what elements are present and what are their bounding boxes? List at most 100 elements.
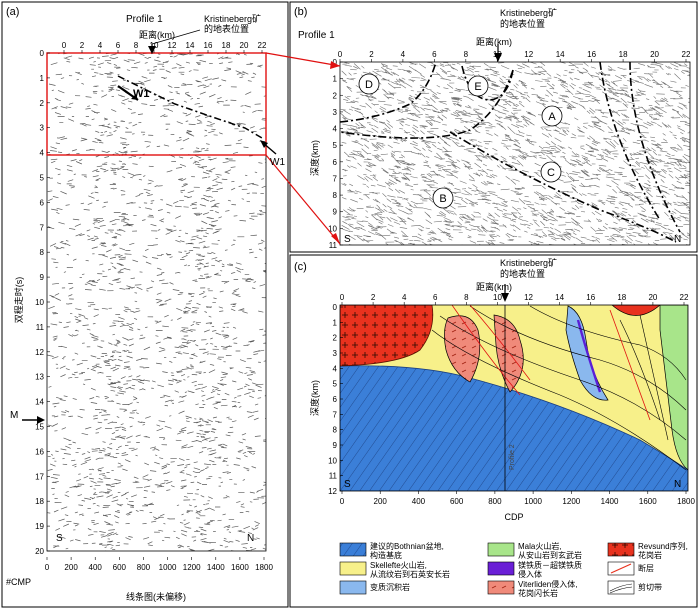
tick-label: 10 bbox=[493, 293, 502, 302]
tick-label: 6 bbox=[432, 50, 437, 59]
tick-label: 15 bbox=[35, 423, 44, 432]
tick-label: 7 bbox=[333, 174, 338, 183]
legend-label: 剪切带 bbox=[638, 582, 662, 592]
panel-a-n: N bbox=[247, 533, 254, 544]
legend-label: Mala火山岩, bbox=[518, 541, 562, 551]
circle-c: C bbox=[547, 167, 555, 179]
circle-e: E bbox=[474, 81, 481, 93]
tick-label: 2 bbox=[369, 50, 374, 59]
legend-label: 从安山岩到玄武岩 bbox=[518, 550, 582, 560]
panel-b-y-label: 深度(km) bbox=[309, 140, 320, 176]
tick-label: 200 bbox=[374, 497, 388, 506]
panel-c-x-label: CDP bbox=[504, 512, 523, 522]
tick-label: 14 bbox=[186, 41, 195, 50]
tick-label: 2 bbox=[333, 334, 338, 343]
tick-label: 13 bbox=[35, 373, 44, 382]
tick-label: 6 bbox=[433, 293, 438, 302]
panel-a-distance-label: 距离(km) bbox=[139, 29, 175, 40]
w1-reflector bbox=[117, 75, 263, 139]
legend-label: 变质沉积岩 bbox=[370, 582, 410, 592]
tick-label: 0 bbox=[40, 49, 45, 58]
tick-label: 1 bbox=[333, 75, 338, 84]
m-label: M bbox=[10, 410, 18, 421]
tick-label: 14 bbox=[556, 50, 565, 59]
tick-label: 22 bbox=[258, 41, 267, 50]
tick-label: 16 bbox=[586, 293, 595, 302]
legend-label: 从流纹岩到石英安长岩 bbox=[370, 569, 450, 579]
panel-c-marker-line1: Kristineberg矿 bbox=[500, 257, 557, 268]
tick-label: 0 bbox=[333, 58, 338, 67]
legend-label: Skellefte火山岩, bbox=[370, 560, 427, 570]
panel-c-s: S bbox=[344, 479, 351, 490]
tick-label: 1000 bbox=[524, 497, 542, 506]
panel-c-label: (c) bbox=[294, 261, 307, 273]
tick-label: 17 bbox=[35, 472, 44, 481]
tick-label: 600 bbox=[450, 497, 464, 506]
tick-label: 8 bbox=[333, 426, 338, 435]
profile-2-label: Profile 2 bbox=[509, 444, 516, 470]
tick-label: 12 bbox=[35, 348, 44, 357]
panel-b-marker-line1: Kristineberg矿 bbox=[500, 7, 557, 18]
legend-item: Viterliden侵入体,花岗闪长岩 bbox=[487, 579, 577, 598]
legend-item: 建议的Bothnian盆地,构造基底 bbox=[339, 541, 444, 560]
connector-bottom bbox=[265, 154, 341, 245]
tick-label: 400 bbox=[412, 497, 426, 506]
tick-label: 8 bbox=[40, 248, 45, 257]
tick-label: 16 bbox=[587, 50, 596, 59]
tick-label: 14 bbox=[555, 293, 564, 302]
legend-label: Revsund序列, bbox=[638, 541, 688, 551]
tick-label: 9 bbox=[40, 273, 45, 282]
legend: 建议的Bothnian盆地,构造基底Skellefte火山岩,从流纹岩到石英安长… bbox=[339, 541, 688, 598]
tick-label: 18 bbox=[222, 41, 231, 50]
tick-label: 20 bbox=[240, 41, 249, 50]
tick-label: 5 bbox=[40, 174, 45, 183]
tick-label: 14 bbox=[35, 398, 44, 407]
panel-a-profile: Profile 1 bbox=[126, 14, 163, 25]
legend-item: Mala火山岩,从安山岩到玄武岩 bbox=[487, 541, 582, 560]
tick-label: 20 bbox=[648, 293, 657, 302]
tick-label: 6 bbox=[40, 198, 45, 207]
legend-label: 侵入体 bbox=[518, 569, 542, 579]
tick-label: 20 bbox=[650, 50, 659, 59]
tick-label: 10 bbox=[35, 298, 44, 307]
legend-item: Skellefte火山岩,从流纹岩到石英安长岩 bbox=[339, 560, 450, 579]
tick-label: 1600 bbox=[231, 563, 249, 572]
tick-label: 12 bbox=[524, 293, 533, 302]
panel-a-label: (a) bbox=[6, 6, 19, 18]
tick-label: 3 bbox=[333, 108, 338, 117]
tick-label: 800 bbox=[488, 497, 502, 506]
panel-b-marker-line2: 的地表位置 bbox=[500, 18, 545, 29]
tick-label: 1200 bbox=[183, 563, 201, 572]
tick-label: 10 bbox=[328, 224, 337, 233]
panel-a: 0 2 4 6 8 10 12 14 16 18 20 22 01234567891011121314… bbox=[1, 1, 289, 608]
geologic-model bbox=[340, 305, 688, 491]
tick-label: 22 bbox=[680, 293, 689, 302]
tick-label: 12 bbox=[524, 50, 533, 59]
panel-a-s: S bbox=[56, 533, 63, 544]
tick-label: 12 bbox=[328, 487, 337, 496]
panel-b-n: N bbox=[674, 234, 681, 245]
tick-label: 10 bbox=[328, 456, 337, 465]
tick-label: 4 bbox=[98, 41, 103, 50]
tick-label: 6 bbox=[116, 41, 121, 50]
tick-label: 1800 bbox=[677, 497, 695, 506]
tick-label: 9 bbox=[333, 208, 338, 217]
panel-b-label: (b) bbox=[294, 6, 307, 18]
tick-label: 5 bbox=[333, 141, 338, 150]
tick-label: 11 bbox=[329, 472, 338, 481]
mafic-intrusion bbox=[576, 319, 602, 393]
panel-a-bottom-left: #CMP bbox=[6, 577, 31, 587]
panel-a-marker-line1: Kristineberg矿 bbox=[204, 13, 261, 24]
panel-c-n: N bbox=[674, 479, 681, 490]
legend-item: Revsund序列,花岗岩 bbox=[607, 541, 688, 560]
legend-label: 建议的Bothnian盆地, bbox=[370, 541, 444, 551]
panel-a-caption: 线条图(未偏移) bbox=[126, 591, 186, 602]
tick-label: 1400 bbox=[207, 563, 225, 572]
panel-b-s: S bbox=[344, 234, 351, 245]
panel-a-frame bbox=[46, 52, 267, 552]
tick-label: 4 bbox=[402, 293, 407, 302]
tick-label: 600 bbox=[113, 563, 127, 572]
legend-label: Viterliden侵入体, bbox=[518, 579, 577, 589]
